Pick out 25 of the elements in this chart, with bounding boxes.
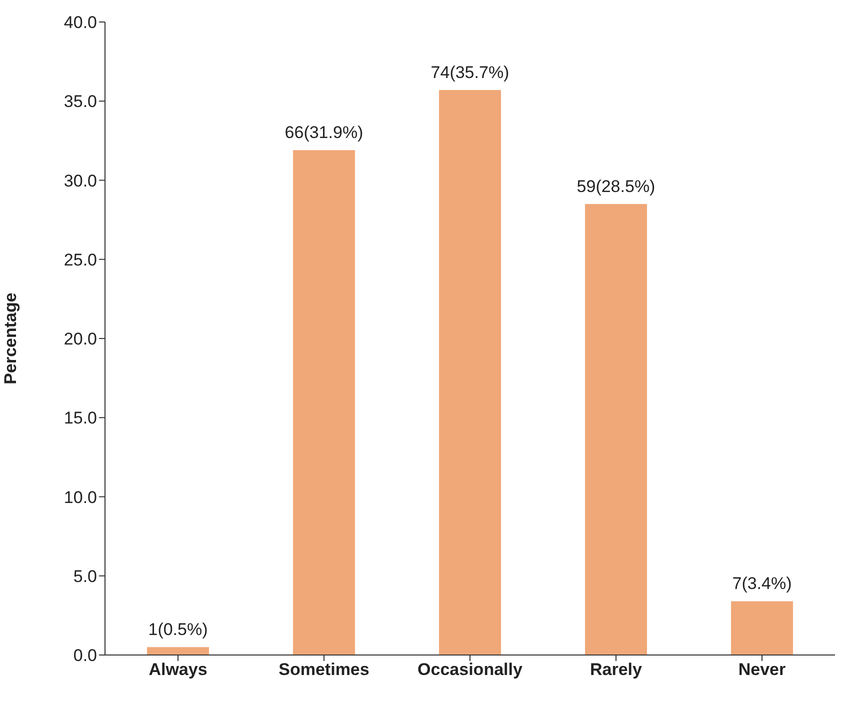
data-label: 59(28.5%)	[576, 176, 656, 196]
x-tick-label: Never	[738, 660, 786, 680]
data-label: 1(0.5%)	[148, 620, 208, 640]
y-axis-title: Percentage	[1, 292, 20, 384]
y-tick-label: 5.0	[73, 566, 97, 586]
y-tick-label: 15.0	[64, 408, 97, 428]
data-label: 7(3.4%)	[732, 574, 792, 594]
bar	[439, 90, 501, 655]
bar	[293, 150, 355, 655]
y-tick-label: 40.0	[64, 13, 97, 32]
bar	[585, 204, 647, 655]
x-tick-label: Sometimes	[278, 660, 370, 680]
x-tick-label: Rarely	[590, 660, 643, 680]
x-tick-label: Always	[148, 660, 208, 680]
data-label: 66(31.9%)	[284, 123, 364, 142]
y-tick-label: 30.0	[64, 171, 97, 190]
y-tick-label: 35.0	[64, 92, 97, 112]
data-label: 74(35.7%)	[430, 63, 510, 82]
bar	[731, 601, 793, 655]
x-tick-label: Occasionally	[418, 660, 523, 680]
y-tick-label: 10.0	[64, 488, 97, 507]
y-tick-label: 20.0	[64, 330, 97, 349]
y-tick-label: 25.0	[64, 250, 97, 270]
bar	[147, 647, 209, 655]
y-tick-label: 0.0	[73, 646, 97, 666]
